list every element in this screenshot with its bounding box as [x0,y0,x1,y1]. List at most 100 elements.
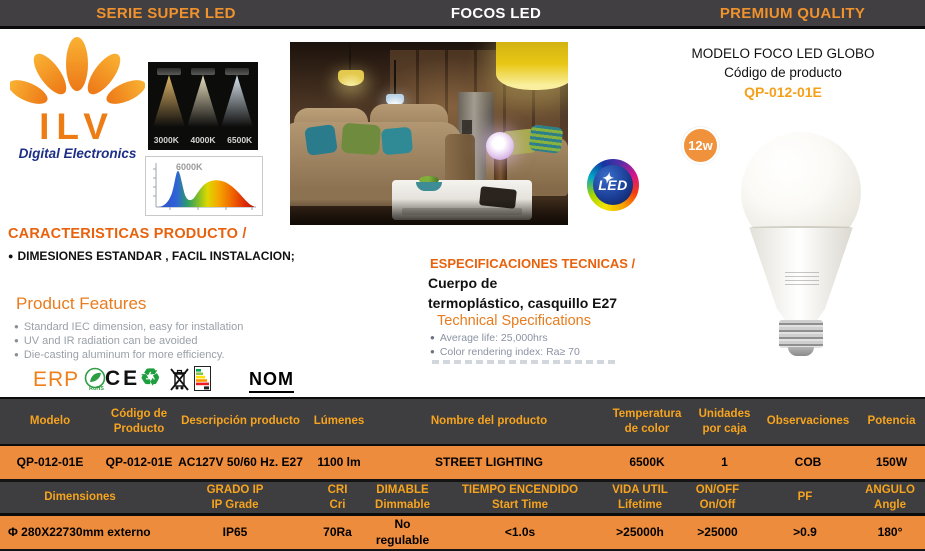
banner-quality-title: PREMIUM QUALITY [719,4,866,22]
cell-grado-ip: IP65 [222,524,248,539]
bullet-icon: ● [430,347,435,356]
led-logo-text: LED [598,177,628,193]
color-temperature-panel: 3000K 4000K 6500K [148,62,258,150]
cool-beam-icon [221,75,253,127]
fruit-bowl [416,182,442,191]
pendant-cord [394,60,396,96]
cell-observaciones: COB [794,454,822,469]
brand-tagline: Digital Electronics [18,146,137,161]
floor-lamp-shade [496,42,568,90]
bullet-icon: ● [14,350,19,359]
col-header: ON/OFF On/Off [695,483,740,511]
ambient-room-photo [290,42,568,225]
cell-nombre: STREET LIGHTING [435,454,543,469]
bulb-print-text [785,272,819,288]
cell-dimensiones: Φ 280X22730mm externo [8,524,151,539]
cell-dimable: No regulable [375,516,430,547]
bullet-icon: ● [430,333,435,342]
col-header: Código de Producto [110,407,168,435]
product-code-label: Código de producto [724,65,842,80]
bulb-screw-base [779,320,823,348]
energy-label-icon [194,366,211,391]
bullet-icon: ● [8,251,14,261]
cell-temperatura: 6500K [629,454,665,469]
cell-unidades: 1 [721,454,728,469]
wattage-badge: 12w [682,127,719,164]
col-header: Dimensiones [44,491,116,504]
table-specs-data-row: Φ 280X22730mm externo IP65 70Ra No regul… [0,516,925,551]
spectrum-curve-icon: 6000K [153,162,256,210]
bulb-seam [749,226,853,229]
banner-series-title: SERIE SUPER LED [96,4,236,22]
warm-beam-icon [153,75,185,127]
pillow-striped [528,124,564,154]
col-header: VIDA UTIL Lifetime [612,483,668,511]
col-header: Temperatura de color [612,407,682,435]
table-specs-header-row: Dimensiones GRADO IP IP Grade CRI Cri DI… [0,482,925,516]
spec-tables: Modelo Código de Producto Descripción pr… [0,397,925,551]
cct-label-4000k: 4000K [190,135,216,145]
tech-spec-item: ● Average life: 25,000hrs [430,332,548,344]
cell-cri: 70Ra [323,524,352,539]
col-header: Modelo [29,415,71,428]
product-features-title: Product Features [16,294,147,313]
cell-pf: >0.9 [793,524,817,539]
pendant-lamp-white [386,94,404,106]
downlight-icon [191,68,215,75]
table-main-header-row: Modelo Código de Producto Descripción pr… [0,397,925,446]
feature-item: ● UV and IR radiation can be avoided [14,335,198,347]
fruit-in-bowl [419,176,439,184]
downlight-icon [157,68,181,75]
pendant-cord [349,42,351,72]
nom-mark: NOM [249,369,294,393]
bullet-icon: ● [14,336,19,345]
glowing-orb-lamp [486,132,514,160]
floor-shadow [290,199,568,225]
cell-descripcion: AC127V 50/60 Hz. E27 [178,454,303,469]
especificaciones-body: Cuerpo de termoplástico, casquillo E27 [428,275,618,312]
cell-vida-util: >25000h [616,524,664,539]
feature-item: ● Standard IEC dimension, easy for instal… [14,321,244,333]
cct-label-6500k: 6500K [227,135,253,145]
bulb-contact-tip [788,347,814,356]
erp-label: ERP [33,368,80,391]
model-info: MODELO FOCO LED GLOBO Código de producto… [650,46,916,100]
feature-item: ● Die-casting aluminum for more efficienc… [14,349,225,361]
cct-label-3000k: 3000K [153,135,179,145]
ilv-flower-icon [10,37,145,104]
ce-mark-icon: CE [105,367,141,390]
brand-name: ILV [39,106,115,147]
pendant-lamp-yellow [338,70,364,86]
pillow-teal [380,126,414,156]
col-header: DIMABLE Dimmable [375,483,430,511]
led-logo: ✦ LED [585,152,641,218]
col-header: Nombre del producto [430,415,548,428]
product-code: QP-012-01E [744,84,822,100]
sparkle-icon: ✦ [601,170,614,186]
rohs-icon: RoHS [84,367,106,391]
clipped-text-line [432,360,617,364]
weee-bin-icon [170,368,189,391]
col-header: Unidades por caja [698,407,751,435]
col-header: Descripción producto [181,415,300,428]
svg-text:6000K: 6000K [176,162,203,172]
model-name: MODELO FOCO LED GLOBO [691,46,875,61]
col-header: Lúmenes [313,415,365,428]
cell-potencia: 150W [875,454,908,469]
top-banner: SERIE SUPER LED FOCOS LED PREMIUM QUALIT… [0,0,925,29]
led-core-icon: ✦ LED [593,165,633,205]
neutral-beam-icon [187,75,219,127]
caracteristicas-bullet: ● DIMESIONES ESTANDAR , FACIL INSTALACION… [8,249,295,263]
col-header: Observaciones [766,415,850,428]
col-header: ANGULO Angle [865,483,915,511]
cell-tiempo-encendido: <1.0s [504,524,536,539]
cct-labels: 3000K 4000K 6500K [148,135,258,145]
technical-specs-title: Technical Specifications [437,313,591,329]
led-bulb-image [727,130,877,358]
table-main-data-row: QP-012-01E QP-012-01E AC127V 50/60 Hz. E… [0,446,925,482]
col-header: TIEMPO ENCENDIDO Start Time [461,483,579,511]
tech-spec-item: ● Color rendering index: Ra≥ 70 [430,346,580,358]
caracteristicas-title: CARACTERISTICAS PRODUCTO / [8,226,247,242]
pillow-teal [304,124,338,156]
